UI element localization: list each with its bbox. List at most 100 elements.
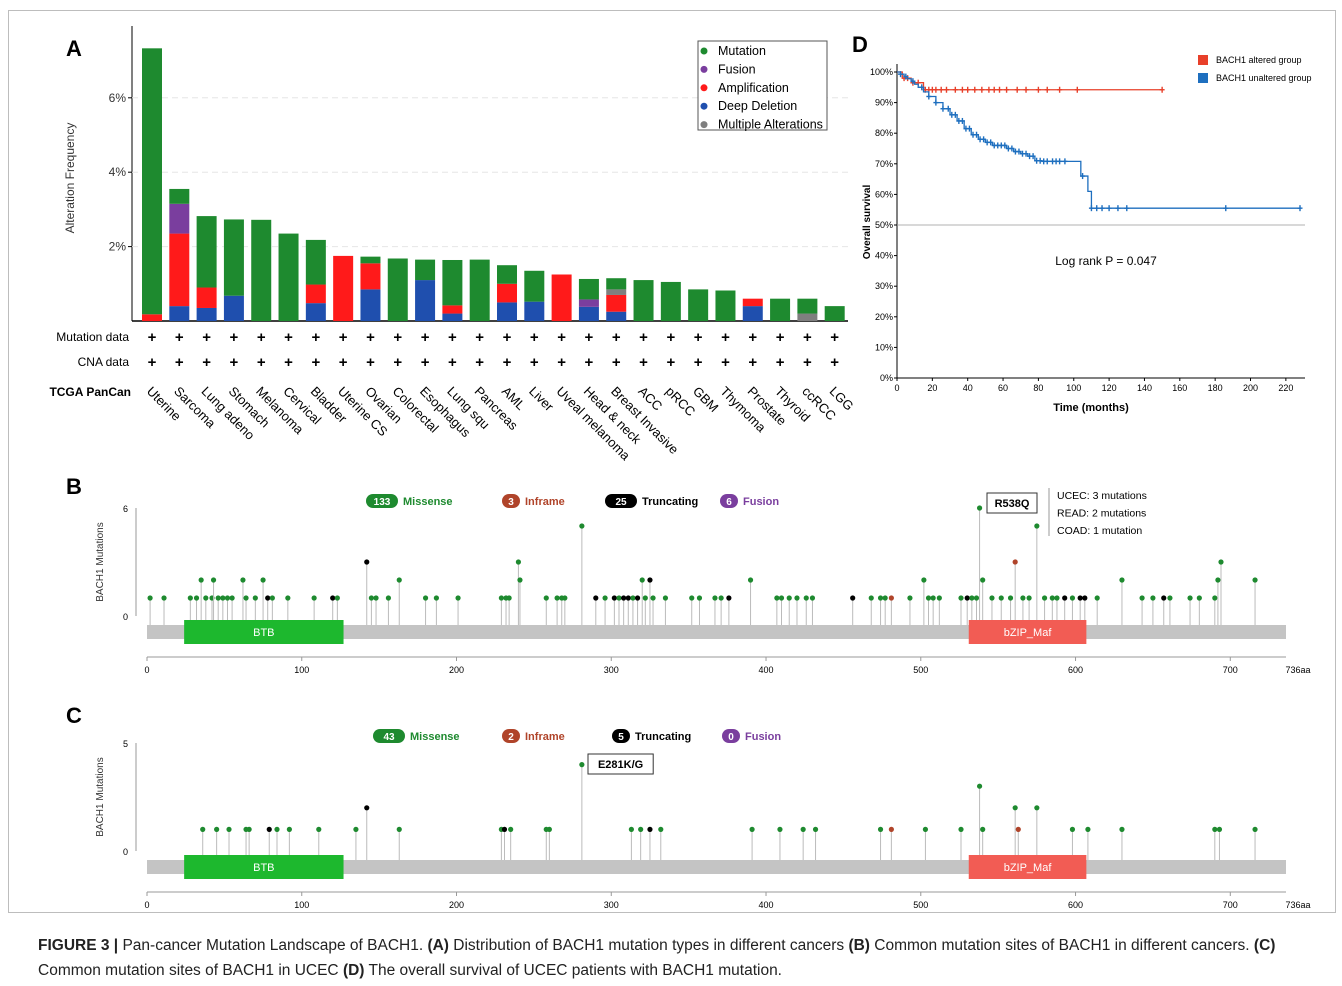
panel-d-y-tick-label: 0%	[880, 373, 893, 383]
panel-a-y-axis-label: Alteration Frequency	[63, 123, 77, 234]
panel-a-bar-mutation	[305, 239, 326, 285]
panel-b-domain-label: BTB	[253, 627, 274, 639]
panel-c-mutation-dot	[266, 826, 272, 833]
panel-a-bar-amplification	[497, 283, 517, 303]
panel-a-mutation-marker: +	[530, 329, 539, 346]
panel-b-mutation-dot	[1161, 595, 1167, 601]
panel-c-mutation-dot	[638, 826, 644, 833]
panel-b-legend-count: 133	[374, 497, 391, 508]
panel-c-y-axis-label: BACH1 Mutations	[95, 757, 106, 836]
panel-a-bar-mutation	[797, 298, 818, 314]
caption-b-text: Common mutation sites of BACH1 in differ…	[869, 937, 1254, 954]
panel-c-mutation-dot	[1012, 805, 1018, 811]
panel-d-y-tick-label: 60%	[875, 189, 893, 199]
panel-b-mutation-dot	[1167, 595, 1173, 601]
panel-b-mutation-dot	[925, 595, 932, 601]
panel-b-mutation-dot	[515, 559, 522, 565]
panel-b-callout-box	[986, 492, 1038, 514]
panel-b-mutation-dot	[1062, 595, 1068, 601]
caption-d-label: (D)	[342, 962, 365, 979]
panel-d-y-tick-label: 20%	[875, 312, 893, 322]
panel-c-mutation-dot	[546, 826, 552, 833]
panel-d-y-tick-label: 80%	[875, 128, 893, 138]
panel-b-mutation-dot	[554, 595, 560, 601]
panel-b-callout-note: UCEC: 3 mutations	[1057, 490, 1147, 502]
panel-label-c: C	[66, 703, 82, 728]
panel-d-x-tick-label: 40	[963, 383, 973, 393]
panel-b-mutation-dot	[593, 595, 599, 601]
panel-b-mutation-dot	[562, 595, 568, 601]
panel-a-mutation-marker: +	[475, 329, 484, 346]
panel-b-y-axis-label: BACH1 Mutations	[95, 522, 106, 601]
panel-a-bar-deep-deletion	[606, 311, 627, 321]
caption-a-label: (A)	[427, 937, 449, 954]
panel-a-bar-mutation	[169, 188, 190, 204]
panel-a-bar-mutation	[415, 259, 436, 281]
panel-a-bar-deep-deletion	[497, 302, 517, 321]
panel-a-mutation-marker: +	[393, 329, 402, 346]
panel-a-bar-mutation	[442, 259, 463, 306]
panel-b-y-tick-label: 0	[123, 612, 128, 622]
panel-b-mutation-dot	[1034, 523, 1040, 529]
panel-b-legend-label: Inframe	[525, 496, 565, 508]
panel-a-bar-deep-deletion	[524, 301, 545, 321]
panel-b-mutation-dot	[161, 595, 167, 601]
panel-a-bar-deep-deletion	[223, 295, 244, 321]
panel-b-mutation-dot	[930, 595, 936, 601]
panel-b-mutation-dot	[625, 595, 631, 601]
panel-a-cna-marker: +	[148, 354, 157, 371]
panel-b-mutation-dot	[265, 595, 271, 601]
panel-a-mutation-marker: +	[557, 329, 566, 346]
panel-b-mutation-dot	[786, 595, 792, 601]
panel-a-row-label: CNA data	[78, 355, 130, 369]
panel-b-mutation-dot	[543, 595, 549, 601]
panel-a-cna-marker: +	[202, 354, 211, 371]
panel-b-mutation-dot	[877, 595, 884, 601]
panel-c-mutation-dot	[888, 826, 894, 833]
panel-a-y-tick-label: 2%	[109, 240, 127, 254]
panel-b-legend-label: Truncating	[642, 496, 698, 508]
panel-b-mutation-dot	[662, 595, 669, 601]
panel-b-mutation-dot	[433, 595, 439, 601]
panel-a-mutation-marker: +	[448, 329, 457, 346]
panel-d-x-axis-label: Time (months)	[1053, 402, 1129, 414]
panel-b-mutation-dot	[1212, 595, 1218, 601]
panel-b-mutation-dot	[1215, 577, 1221, 583]
panel-c-mutation-dot	[812, 826, 819, 833]
panel-b-mutation-dot	[385, 595, 392, 601]
panel-c-mutation-dot	[364, 805, 370, 811]
panel-b-mutation-dot	[616, 595, 622, 601]
panel-b-mutation-dot	[850, 595, 856, 601]
panel-d-annotation: Log rank P = 0.047	[1055, 254, 1157, 268]
panel-b-mutation-dot	[1020, 595, 1026, 601]
panel-b-mutation-dot	[229, 595, 235, 601]
panel-b-mutation-dot	[224, 595, 231, 601]
panel-b-mutation-dot	[969, 595, 975, 601]
panel-a-mutation-marker: +	[284, 329, 293, 346]
panel-a-cna-marker: +	[803, 354, 812, 371]
panel-a-bar-mutation	[606, 278, 627, 290]
panel-b-mutation-dot	[260, 577, 266, 583]
panel-b-mutation-dot	[203, 595, 209, 601]
panel-a-mutation-marker: +	[175, 329, 184, 346]
panel-b-mutation-dot	[1094, 595, 1100, 601]
panel-b-legend-pill	[366, 494, 398, 508]
panel-a-bar-deep-deletion	[169, 306, 190, 321]
panel-b-legend-pill	[605, 494, 637, 508]
panel-b-mutation-dot	[285, 595, 291, 601]
panel-c-mutation-dot	[980, 826, 986, 833]
panel-b-mutation-dot	[973, 595, 980, 601]
panel-b-mutation-dot	[147, 595, 153, 601]
panel-a-bar-deep-deletion	[442, 313, 463, 321]
panel-b-mutation-dot	[1007, 595, 1014, 601]
panel-b-x-tick-label: 500	[913, 665, 928, 675]
panel-b-mutation-dot	[639, 577, 645, 583]
panel-c-domain-label: bZIP_Maf	[1004, 862, 1053, 874]
panel-b-mutation-dot	[712, 595, 718, 601]
panel-a-cna-marker: +	[666, 354, 675, 371]
panel-a-cna-marker: +	[776, 354, 785, 371]
panel-c-callout-label: E281K/G	[598, 759, 643, 771]
panel-c-mutation-dot	[246, 826, 252, 833]
panel-c-legend-label: Fusion	[745, 731, 781, 743]
